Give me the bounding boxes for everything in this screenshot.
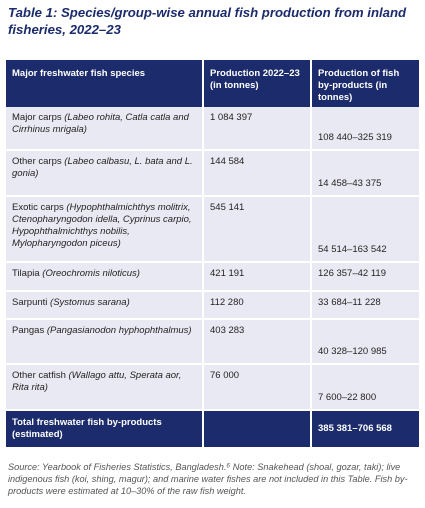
byproducts-cell: 7 600–22 800 — [311, 364, 419, 411]
header-production: Production 2022–23 (in tonnes) — [203, 60, 312, 107]
table-title: Table 1: Species/group-wise annual fish … — [8, 5, 407, 37]
byproducts-cell: 126 357–42 119 — [311, 262, 419, 292]
total-byproducts: 385 381–706 568 — [311, 410, 419, 449]
species-name: Pangas — [12, 325, 45, 336]
table-row: Tilapia (Oreochromis niloticus) 421 191 … — [6, 262, 419, 292]
header-species: Major freshwater fish species — [6, 60, 204, 107]
species-name: Sarpunti — [12, 297, 48, 308]
species-name: Tilapia — [12, 268, 40, 279]
fish-production-table: Major freshwater fish species Production… — [6, 60, 419, 449]
production-cell: 112 280 — [203, 291, 312, 320]
species-cell: Major carps (Labeo rohita, Catla catla a… — [6, 107, 204, 151]
species-scientific: (Systomus sarana) — [50, 297, 130, 308]
table-row: Other catfish (Wallago attu, Sperata aor… — [6, 364, 419, 411]
table-row: Sarpunti (Systomus sarana) 112 280 33 68… — [6, 291, 419, 320]
species-cell: Other catfish (Wallago attu, Sperata aor… — [6, 364, 204, 411]
production-cell: 403 283 — [203, 319, 312, 365]
species-name: Major carps — [12, 112, 62, 123]
byproducts-cell: 54 514–163 542 — [311, 196, 419, 263]
table-header-row: Major freshwater fish species Production… — [6, 60, 419, 107]
source-note: Source: Yearbook of Fisheries Statistics… — [8, 462, 408, 497]
byproducts-cell: 40 328–120 985 — [311, 319, 419, 365]
species-scientific: (Pangasianodon hyphophthalmus) — [46, 325, 192, 336]
species-cell: Sarpunti (Systomus sarana) — [6, 291, 204, 320]
production-cell: 545 141 — [203, 196, 312, 263]
byproducts-cell: 108 440–325 319 — [311, 107, 419, 151]
species-cell: Tilapia (Oreochromis niloticus) — [6, 262, 204, 292]
table-row: Pangas (Pangasianodon hyphophthalmus) 40… — [6, 319, 419, 365]
species-cell: Other carps (Labeo calbasu, L. bata and … — [6, 150, 204, 197]
total-row: Total freshwater fish by-products (estim… — [6, 410, 419, 449]
header-byproducts: Production of fish by-products (in tonne… — [311, 60, 419, 107]
species-cell: Pangas (Pangasianodon hyphophthalmus) — [6, 319, 204, 365]
total-label: Total freshwater fish by-products (estim… — [6, 410, 204, 449]
byproducts-cell: 33 684–11 228 — [311, 291, 419, 320]
species-name: Other catfish — [12, 370, 66, 381]
production-cell: 421 191 — [203, 262, 312, 292]
species-scientific: (Oreochromis niloticus) — [42, 268, 140, 279]
table-row: Major carps (Labeo rohita, Catla catla a… — [6, 107, 419, 151]
production-cell: 144 584 — [203, 150, 312, 197]
species-scientific: (Labeo rohita, Catla catla and Cirrhinus… — [12, 112, 189, 135]
species-name: Other carps — [12, 156, 62, 167]
byproducts-cell: 14 458–43 375 — [311, 150, 419, 197]
total-production — [203, 410, 312, 449]
species-scientific: (Hypophthalmichthys molitrix, Ctenophary… — [12, 202, 192, 249]
species-name: Exotic carps — [12, 202, 64, 213]
table-row: Other carps (Labeo calbasu, L. bata and … — [6, 150, 419, 197]
species-scientific: (Labeo calbasu, L. bata and L. gonia) — [12, 156, 193, 179]
production-cell: 76 000 — [203, 364, 312, 411]
species-scientific: (Wallago attu, Sperata aor, Rita rita) — [12, 370, 182, 393]
table-row: Exotic carps (Hypophthalmichthys molitri… — [6, 196, 419, 263]
species-cell: Exotic carps (Hypophthalmichthys molitri… — [6, 196, 204, 263]
production-cell: 1 084 397 — [203, 107, 312, 151]
